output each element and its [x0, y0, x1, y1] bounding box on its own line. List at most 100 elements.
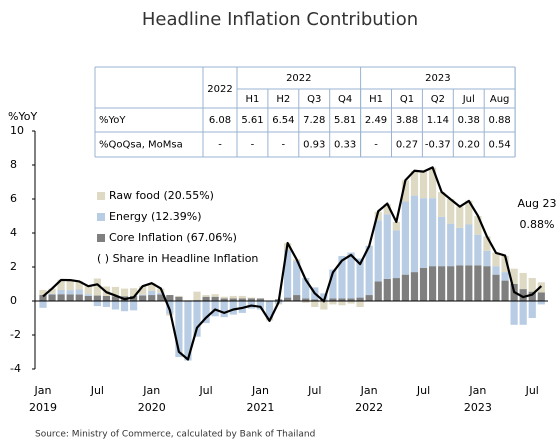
y-tick-label: -4: [10, 362, 21, 375]
bar-segment: [492, 266, 500, 275]
table-cell: 0.20: [458, 140, 480, 151]
bar-segment: [148, 283, 156, 291]
table-group: 2022: [286, 73, 311, 84]
bar-segment: [501, 280, 509, 301]
bar-segment: [293, 261, 301, 296]
bar-segment: [193, 301, 201, 337]
bar-segment: [465, 265, 473, 301]
bar-segment: [474, 234, 482, 266]
y-tick-label: 8: [10, 158, 17, 171]
bar-segment: [338, 301, 346, 306]
bar-segment: [193, 291, 201, 301]
bar-segment: [365, 245, 373, 296]
bar-segment: [39, 301, 47, 308]
bar-segment: [311, 301, 319, 307]
bar-segment: [130, 301, 138, 311]
table-cell: -: [218, 140, 222, 151]
bar-segment: [220, 301, 228, 318]
bar-segment: [256, 301, 265, 310]
bar-segment: [392, 278, 400, 301]
bar-segment: [48, 293, 56, 295]
legend-label: Core Inflation (67.06%): [109, 231, 237, 244]
bar-segment: [474, 216, 482, 235]
table-cell: 0.54: [489, 140, 511, 151]
bar-segment: [57, 294, 65, 301]
bar-segment: [229, 298, 237, 301]
bar-segment: [284, 250, 292, 298]
bar-segment: [456, 206, 464, 228]
table-cell: 7.28: [303, 115, 325, 126]
bar-segment: [492, 252, 500, 267]
x-tick-label: Jan: [251, 384, 269, 397]
bar-segment: [265, 301, 274, 318]
x-tick-label: Jul: [307, 384, 321, 397]
bar-segment: [229, 295, 237, 299]
bar-segment: [374, 211, 382, 221]
bar-segment: [356, 297, 364, 301]
bar-segment: [139, 295, 147, 301]
bar-segment: [383, 204, 391, 215]
bar-segment: [102, 301, 111, 307]
bar-segment: [383, 214, 391, 279]
table-cell: 6.54: [272, 115, 294, 126]
table-header: Q1: [400, 94, 414, 105]
table-cell: 5.61: [241, 115, 263, 126]
bar-segment: [66, 279, 74, 291]
bar-segment: [111, 286, 120, 297]
bar-segment: [157, 292, 165, 295]
bar-segment: [202, 296, 210, 301]
y-tick-label: 2: [10, 260, 17, 273]
year-label: 2023: [464, 401, 492, 414]
bar-segment: [120, 288, 129, 297]
bar-segment: [474, 265, 482, 301]
bar-segment: [48, 288, 56, 294]
table-header: Q4: [338, 94, 352, 105]
bar-segment: [256, 298, 265, 301]
bar-segment: [148, 290, 156, 296]
bar-segment: [356, 258, 364, 298]
source: Source: Ministry of Commerce, calculated…: [35, 430, 315, 440]
bar-segment: [338, 298, 346, 301]
bar-segment: [329, 301, 337, 305]
table-cell: -: [374, 140, 378, 151]
annotation: Aug 23: [518, 197, 557, 210]
table-cell: 0.33: [334, 140, 356, 151]
bar-segment: [229, 301, 237, 315]
bar-segment: [329, 298, 337, 301]
note: ( ) Share in Headline Inflation: [97, 252, 258, 265]
bar-segment: [238, 295, 246, 299]
bar-segment: [75, 280, 83, 290]
x-tick-label: Jul: [90, 384, 104, 397]
bar-segment: [392, 230, 400, 279]
bar-segment: [66, 290, 74, 295]
bar-segment: [483, 266, 491, 301]
bar-segment: [528, 301, 536, 318]
y-tick-label: 4: [10, 226, 17, 239]
bar-segment: [428, 167, 437, 199]
bar-segment: [320, 301, 328, 310]
bar-segment: [347, 298, 355, 301]
bar-segment: [447, 266, 455, 301]
x-tick-label: Jul: [416, 384, 430, 397]
bar-segment: [401, 274, 409, 301]
bar-segment: [84, 285, 92, 295]
bar-segment: [293, 295, 301, 301]
bar-segment: [66, 294, 74, 301]
bar-segment: [374, 220, 382, 282]
table-header: H1: [246, 94, 260, 105]
table-row-label: %QoQsa, MoMsa: [99, 140, 183, 151]
bar-segment: [48, 294, 56, 301]
bar-segment: [93, 295, 101, 301]
table-cell: 5.81: [334, 115, 356, 126]
x-tick-label: Jan: [34, 384, 52, 397]
bar-segment: [130, 288, 138, 296]
bar-segment: [247, 297, 255, 299]
year-label: 2022: [355, 401, 383, 414]
bar-segment: [347, 252, 355, 299]
table-cell: -0.37: [425, 140, 451, 151]
bar-segment: [93, 301, 101, 307]
bar-segment: [447, 199, 455, 224]
x-tick-label: Jul: [525, 384, 539, 397]
table-group: 2023: [425, 73, 450, 84]
bar-segment: [120, 301, 129, 312]
